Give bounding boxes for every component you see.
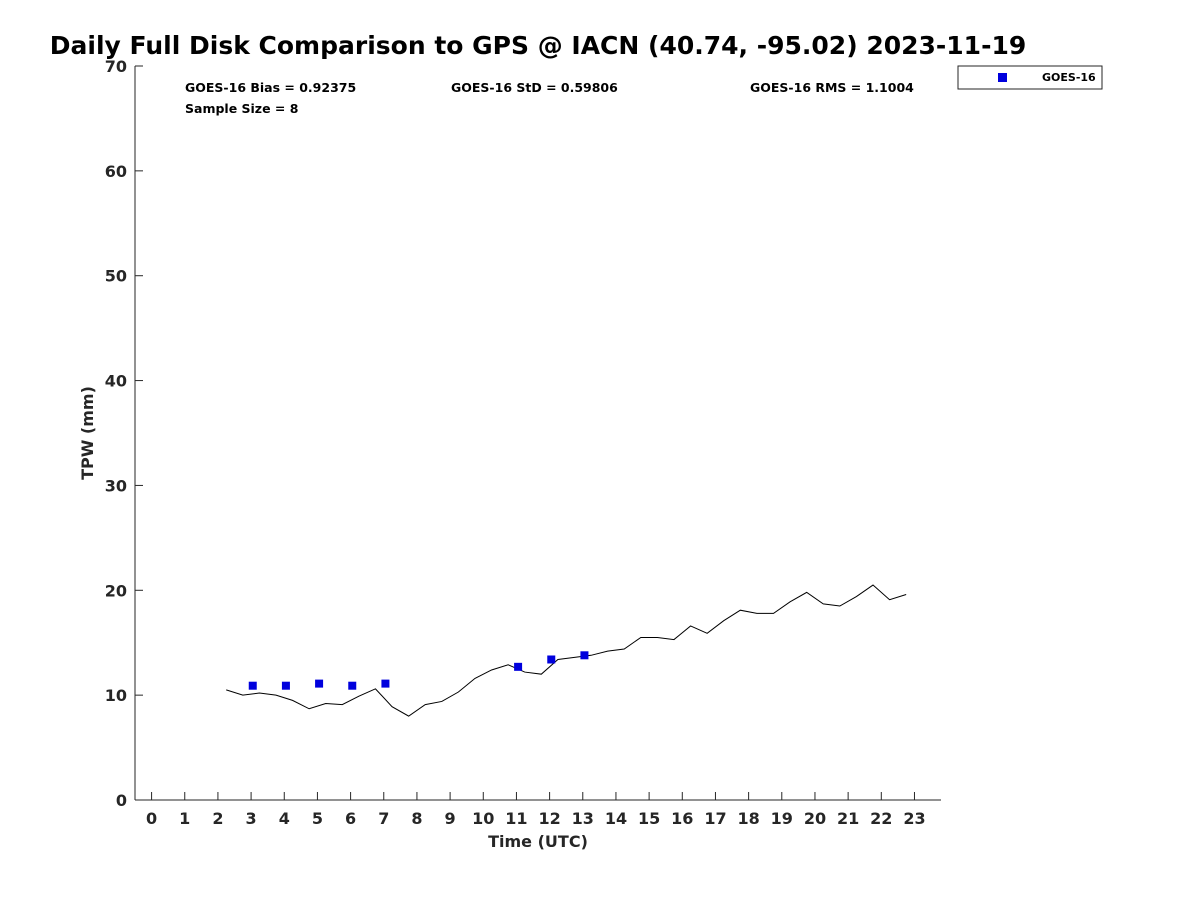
goes16-point [381,679,390,688]
x-tick-label: 0 [146,809,157,828]
x-tick-label: 17 [704,809,726,828]
gps-tpw-line [226,584,907,717]
y-tick-label: 70 [105,57,127,76]
legend-box [957,65,1103,90]
x-tick-label: 8 [411,809,422,828]
x-tick-label: 15 [638,809,660,828]
goes16-point [580,651,589,660]
x-tick-label: 18 [737,809,759,828]
y-tick-label: 20 [105,581,127,600]
x-tick-label: 11 [505,809,527,828]
x-tick-label: 16 [671,809,693,828]
stat-std: GOES-16 StD = 0.59806 [451,80,618,95]
y-tick-label: 10 [105,686,127,705]
legend-label-goes16: GOES-16 [1042,71,1096,84]
goes16-point [514,662,523,671]
x-tick-label: 19 [771,809,793,828]
x-tick-label: 2 [212,809,223,828]
x-tick-label: 12 [538,809,560,828]
x-tick-label: 9 [445,809,456,828]
stats-annotations: GOES-16 Bias = 0.92375 GOES-16 StD = 0.5… [185,80,914,116]
chart-title: Daily Full Disk Comparison to GPS @ IACN… [50,31,1026,60]
x-tick-label: 22 [870,809,892,828]
y-tick-label: 50 [105,267,127,286]
stat-bias: GOES-16 Bias = 0.92375 [185,80,356,95]
x-tick-label: 21 [837,809,859,828]
y-tick-label: 60 [105,162,127,181]
goes16-point [315,679,324,688]
y-tick-label: 30 [105,476,127,495]
goes16-point [281,681,290,690]
y-tick-label: 40 [105,372,127,391]
y-ticks: 0 10 20 30 40 50 60 70 [105,57,143,810]
goes16-point [248,681,257,690]
legend: GOES-16 [957,65,1103,90]
x-tick-label: 23 [903,809,925,828]
series-layer [226,584,907,717]
x-tick-label: 5 [312,809,323,828]
x-tick-label: 3 [246,809,257,828]
x-axis-label: Time (UTC) [488,832,588,851]
x-tick-label: 7 [378,809,389,828]
goes16-point [348,681,357,690]
legend-marker-square [998,73,1007,82]
stat-rms: GOES-16 RMS = 1.1004 [750,80,914,95]
x-tick-label: 6 [345,809,356,828]
y-axis-label: TPW (mm) [78,386,97,480]
x-tick-label: 10 [472,809,494,828]
x-tick-label: 1 [179,809,190,828]
y-tick-label: 0 [116,791,127,810]
x-ticks: 0 1 2 3 4 5 6 7 8 9 10 11 12 13 14 15 16 17 18 19 20 21 22 23 [146,792,926,828]
x-tick-label: 20 [804,809,826,828]
stat-sample-size: Sample Size = 8 [185,101,298,116]
x-tick-label: 14 [605,809,627,828]
x-tick-label: 4 [279,809,290,828]
goes16-point [547,655,556,664]
x-tick-label: 13 [572,809,594,828]
